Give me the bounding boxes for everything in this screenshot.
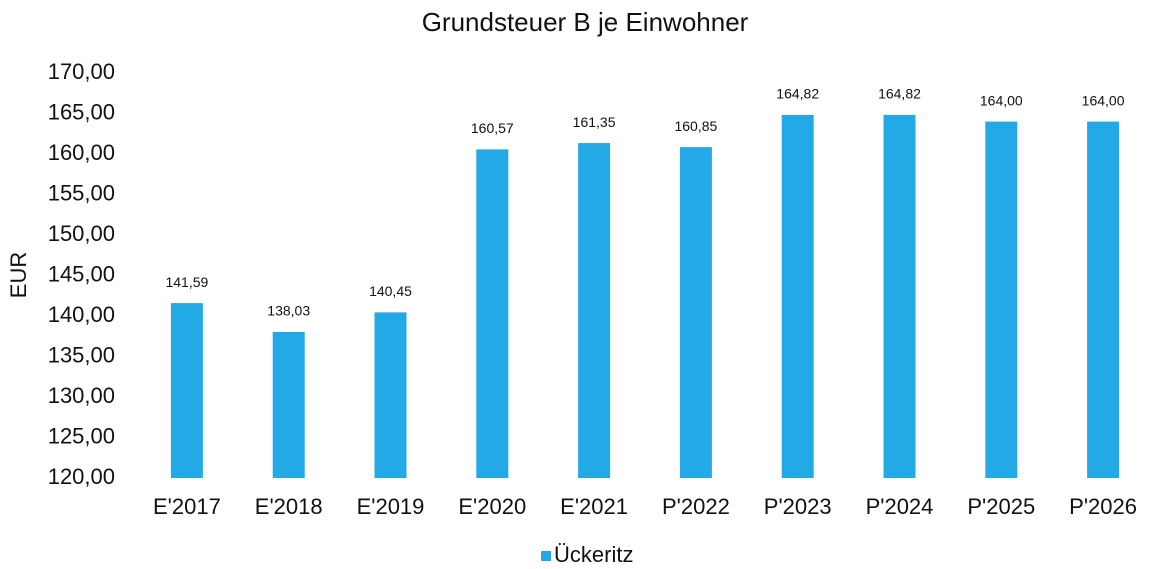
data-label: 164,82 (878, 86, 921, 102)
y-tick-label: 125,00 (48, 423, 115, 448)
x-tick-label: P'2022 (662, 494, 730, 519)
bar (985, 121, 1018, 478)
data-label: 164,82 (776, 86, 819, 102)
y-axis-label: EUR (6, 252, 31, 298)
bar (476, 149, 509, 478)
legend-swatch (541, 551, 551, 561)
data-label: 160,57 (471, 120, 514, 136)
y-tick-label: 145,00 (48, 261, 115, 286)
legend-label: Ückeritz (554, 542, 633, 567)
bar (1087, 121, 1120, 478)
y-tick-label: 165,00 (48, 99, 115, 124)
data-label: 164,00 (980, 92, 1023, 108)
bar (781, 114, 814, 478)
y-tick-label: 155,00 (48, 180, 115, 205)
y-tick-label: 120,00 (48, 464, 115, 489)
bar (578, 143, 611, 478)
y-tick-label: 130,00 (48, 383, 115, 408)
x-tick-label: E'2017 (153, 494, 221, 519)
data-label: 160,85 (674, 118, 717, 134)
data-label: 138,03 (267, 303, 310, 319)
x-tick-label: P'2026 (1069, 494, 1137, 519)
x-tick-label: E'2018 (255, 494, 323, 519)
data-label: 140,45 (369, 283, 412, 299)
bar (272, 331, 305, 478)
bar (679, 147, 712, 479)
data-label: 141,59 (165, 274, 208, 290)
data-label: 164,00 (1082, 92, 1125, 108)
x-tick-label: E'2021 (560, 494, 628, 519)
x-tick-label: P'2023 (764, 494, 832, 519)
x-tick-label: E'2019 (357, 494, 425, 519)
y-tick-label: 160,00 (48, 140, 115, 165)
data-label: 161,35 (573, 114, 616, 130)
x-tick-label: P'2025 (967, 494, 1035, 519)
y-tick-label: 135,00 (48, 342, 115, 367)
y-tick-label: 140,00 (48, 302, 115, 327)
x-tick-label: P'2024 (866, 494, 934, 519)
bar (374, 312, 407, 478)
bar (883, 114, 916, 478)
x-tick-label: E'2020 (458, 494, 526, 519)
bar (170, 303, 203, 478)
y-tick-label: 150,00 (48, 221, 115, 246)
chart-title: Grundsteuer B je Einwohner (422, 7, 749, 37)
y-tick-label: 170,00 (48, 59, 115, 84)
